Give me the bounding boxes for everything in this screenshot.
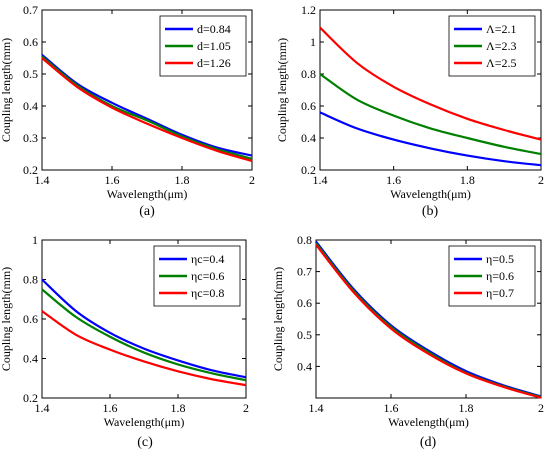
series-line-2	[41, 288, 247, 382]
y-tick-label: 0.8	[301, 67, 316, 81]
y-tick-label: 0.6	[297, 296, 312, 310]
legend-entry: Λ=2.3	[486, 39, 516, 53]
y-axis-label: Coupling length(mm)	[275, 38, 289, 142]
chart-panel-2: 1.4 1.6 1.8 2 0.2 0.4 0.6 0.8 1 1.2 Wavelength(μm)…	[275, 3, 544, 219]
chart-panel-3: 1.4 1.6 1.8 2 0.2 0.4 0.6 0.8 1 Wavelength(μm) Cou…	[0, 233, 249, 450]
panel-label: (a)	[139, 204, 155, 219]
x-tick-label: 1.4	[35, 173, 50, 187]
y-axis-label: Coupling length(mm)	[0, 38, 13, 142]
legend: Λ=2.1 Λ=2.3 Λ=2.5	[448, 15, 536, 77]
chart-panel-1: 1.4 1.6 1.8 2 0.2 0.3 0.4 0.5 0.6 0.7 Wavelength(μ…	[0, 3, 255, 219]
x-tick-label: 1.8	[171, 401, 186, 415]
y-tick-label: 0.3	[23, 131, 38, 145]
x-tick-label: 1.4	[309, 401, 324, 415]
y-tick-label: 1.2	[301, 3, 316, 17]
x-tick-label: 1.6	[384, 401, 399, 415]
panel-label: (b)	[422, 204, 439, 219]
legend-entry: ηc=0.4	[191, 252, 224, 266]
plot-frame	[315, 239, 542, 399]
x-axis-label: Wavelength(μm)	[107, 187, 188, 201]
plot-frame	[319, 9, 542, 171]
y-tick-label: 0.5	[297, 328, 312, 342]
y-tick-label: 0.6	[23, 312, 38, 326]
y-tick-label: 0.4	[23, 352, 38, 366]
series-line-3	[315, 244, 542, 399]
legend-entry: Λ=2.5	[486, 56, 516, 70]
legend-entry: η=0.7	[486, 286, 514, 300]
series-line-1	[41, 278, 247, 379]
series-line-2	[41, 55, 253, 160]
y-tick-label: 0.8	[23, 273, 38, 287]
x-tick-label: 1.6	[386, 173, 401, 187]
panel-label: (d)	[420, 435, 437, 450]
x-tick-label: 2	[538, 401, 544, 415]
series-line-1	[319, 111, 542, 167]
y-tick-label: 0.5	[23, 67, 38, 81]
y-tick-label: 0.6	[301, 99, 316, 113]
y-tick-label: 0.2	[301, 163, 316, 177]
legend-entry: η=0.5	[486, 252, 514, 266]
y-tick-label: 0.7	[297, 265, 312, 279]
legend-entry: d=0.84	[197, 22, 231, 36]
x-axis-label: Wavelength(μm)	[104, 415, 185, 429]
x-tick-label: 2	[538, 173, 544, 187]
y-axis-label: Coupling length(mm)	[271, 267, 285, 371]
x-tick-label: 1.6	[105, 173, 120, 187]
y-tick-label: 0.7	[23, 3, 38, 17]
legend: d=0.84 d=1.05 d=1.26	[159, 15, 247, 77]
y-tick-label: 0.8	[297, 233, 312, 247]
x-tick-label: 1.4	[35, 401, 50, 415]
series-line-2	[319, 73, 542, 156]
x-tick-label: 2	[249, 173, 255, 187]
legend-entry: ηc=0.8	[191, 286, 224, 300]
y-axis-label: Coupling length(mm)	[0, 267, 13, 371]
panel-label: (c)	[137, 435, 153, 450]
y-tick-label: 0.4	[23, 99, 38, 113]
x-axis-label: Wavelength(μm)	[390, 187, 471, 201]
legend-entry: d=1.26	[197, 56, 231, 70]
series-line-1	[41, 53, 253, 157]
x-tick-label: 1.6	[103, 401, 118, 415]
legend: ηc=0.4 ηc=0.6 ηc=0.8	[153, 245, 241, 307]
y-tick-label: 1	[32, 233, 38, 247]
y-tick-label: 0.4	[297, 359, 312, 373]
plot-frame	[41, 9, 253, 171]
series-line-3	[41, 57, 253, 163]
series-line-3	[319, 26, 542, 141]
legend-entry: d=1.05	[197, 39, 231, 53]
legend-entry: η=0.6	[486, 269, 514, 283]
x-tick-label: 1.8	[459, 401, 474, 415]
series-line-3	[41, 310, 247, 387]
chart-panel-4: 1.4 1.6 1.8 2 0.4 0.5 0.6 0.7 0.8 Wavelength(μm) C…	[271, 233, 544, 450]
legend: η=0.5 η=0.6 η=0.7	[448, 245, 536, 307]
x-tick-label: 2	[243, 401, 249, 415]
y-tick-label: 0.4	[301, 131, 316, 145]
x-tick-label: 1.8	[460, 173, 475, 187]
y-tick-label: 0.2	[23, 391, 38, 405]
x-tick-label: 1.8	[175, 173, 190, 187]
y-tick-label: 1	[310, 35, 316, 49]
y-tick-label: 0.2	[23, 163, 38, 177]
x-axis-label: Wavelength(μm)	[388, 415, 469, 429]
legend-entry: ηc=0.6	[191, 269, 224, 283]
y-tick-label: 0.6	[23, 35, 38, 49]
x-tick-label: 1.4	[313, 173, 328, 187]
legend-entry: Λ=2.1	[486, 22, 516, 36]
